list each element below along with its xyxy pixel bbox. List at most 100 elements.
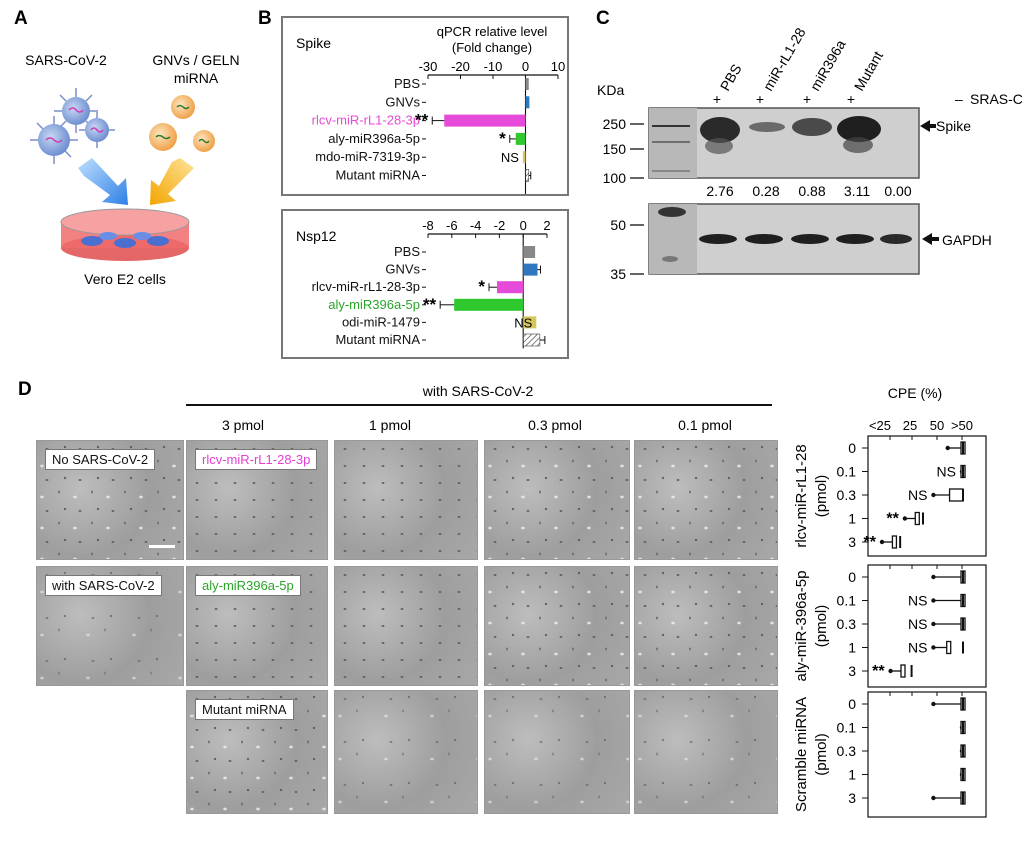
panel-a-cells-label: Vero E2 cells xyxy=(84,271,166,287)
significance-mark: * xyxy=(499,129,506,148)
x-tick-label: 10 xyxy=(551,59,565,74)
dose-label: 0.3 xyxy=(837,743,857,759)
x-tick-label: 0 xyxy=(522,59,529,74)
cpe-group-unit: (pmol) xyxy=(813,733,830,776)
nsp12-frame xyxy=(281,209,569,359)
cpe-box xyxy=(900,664,906,678)
category-label: Mutant miRNA xyxy=(335,168,420,183)
dose-label: 0 xyxy=(848,696,856,712)
cpe-min-point xyxy=(931,492,936,498)
category-label: aly-miR396a-5p xyxy=(328,297,420,312)
dose-label: 1 xyxy=(848,640,856,656)
x-tick-label: -8 xyxy=(422,218,434,233)
kda-marker-label: 35 xyxy=(610,266,626,282)
cpe-group-name: Scramble miRNA xyxy=(793,697,810,812)
kda-marker-label: 100 xyxy=(603,170,627,186)
dose-label: 0 xyxy=(848,569,856,585)
scale-bar xyxy=(149,545,175,548)
cpe-min-point xyxy=(945,445,950,451)
cpe-min-point xyxy=(931,621,936,627)
cpe-significance: ** xyxy=(886,511,899,528)
panel-b-letter: B xyxy=(258,8,272,29)
spike-title: Spike xyxy=(296,35,331,51)
micrograph-with-virus: with SARS-CoV-2 xyxy=(36,566,184,686)
micrograph-rl-01pmol xyxy=(634,440,778,560)
band-quant-value: 0.28 xyxy=(752,183,779,199)
cpe-tick-label: <25 xyxy=(869,418,891,433)
col-label-01pmol: 0.1 pmol xyxy=(678,417,732,433)
x-tick-label: -2 xyxy=(494,218,506,233)
nsp12-title: Nsp12 xyxy=(296,228,337,244)
cpe-box xyxy=(891,535,898,549)
cpe-min-point xyxy=(931,574,936,580)
significance-mark: * xyxy=(478,277,485,296)
panel-a-virus-label: SARS-CoV-2 xyxy=(25,52,107,68)
category-label: PBS xyxy=(394,76,420,91)
panel-a-gnv-label-1: GNVs / GELN xyxy=(152,52,239,68)
cpe-group-frame xyxy=(867,564,987,688)
lane-label: miR396a xyxy=(807,37,849,94)
micrograph-label: with SARS-CoV-2 xyxy=(45,575,162,596)
cpe-min-point xyxy=(931,795,936,801)
cpe-significance: ** xyxy=(864,534,877,551)
dose-label: 3 xyxy=(848,663,856,679)
micrograph-rl-1pmol xyxy=(334,440,478,560)
virus-minus-sign: – xyxy=(955,91,963,107)
lane-label: PBS xyxy=(717,61,745,93)
x-tick-label: 2 xyxy=(543,218,550,233)
micrograph-mutant-03pmol xyxy=(484,690,630,814)
col-label-1pmol: 1 pmol xyxy=(369,417,411,433)
lane-labels: +PBS+miR-rL1-28+miR396a+Mutant xyxy=(713,25,886,107)
lane-plus-sign: + xyxy=(713,91,721,107)
spike-axis-title-2: (Fold change) xyxy=(452,40,532,55)
micrograph-no-virus: No SARS-CoV-2 xyxy=(36,440,184,560)
micrograph-label: rlcv-miR-rL1-28-3p xyxy=(195,449,318,470)
micrograph-mutant-3pmol: Mutant miRNA xyxy=(186,690,328,814)
category-label: rlcv-miR-rL1-28-3p xyxy=(312,113,420,128)
quant-values: 2.76 0.28 0.88 3.11 0.00 xyxy=(706,183,911,199)
gnv-particles-icon xyxy=(149,95,215,152)
significance-mark: ** xyxy=(423,295,437,314)
cpe-group-unit: (pmol) xyxy=(813,605,830,648)
dose-label: 0.3 xyxy=(837,616,857,632)
x-tick-label: -10 xyxy=(484,59,503,74)
micrograph-rl-03pmol xyxy=(484,440,630,560)
spike-blot xyxy=(648,107,920,179)
gapdh-blot xyxy=(648,203,920,275)
cpe-box xyxy=(946,640,952,655)
kda-marker-label: 50 xyxy=(610,217,626,233)
dose-label: 0.1 xyxy=(837,464,857,480)
micrograph-label: aly-miR396a-5p xyxy=(195,575,301,596)
micrograph-label: No SARS-CoV-2 xyxy=(45,449,156,470)
col-label-3pmol: 3 pmol xyxy=(222,417,264,433)
marker-ladder-bottom: 50 35 xyxy=(610,217,644,282)
orange-arrow-icon xyxy=(150,158,194,205)
spike-arrow-icon xyxy=(920,120,936,132)
kda-marker-label: 250 xyxy=(603,116,627,132)
cpe-min-point xyxy=(902,516,908,521)
x-tick-label: -4 xyxy=(470,218,482,233)
gapdh-arrow-icon xyxy=(922,233,939,245)
cpe-significance: NS xyxy=(908,487,927,503)
lane-label: Mutant xyxy=(851,48,886,93)
significance-mark: NS xyxy=(514,315,532,330)
category-label: GNVs xyxy=(385,94,420,109)
dose-label: 3 xyxy=(848,534,856,550)
lane-plus-sign: + xyxy=(803,91,811,107)
dose-label: 1 xyxy=(848,511,856,527)
cpe-significance: ** xyxy=(872,663,885,680)
cpe-significance: NS xyxy=(908,640,927,656)
lane-plus-sign: + xyxy=(847,91,855,107)
category-label: rlcv-miR-rL1-28-3p xyxy=(312,279,420,294)
virus-particles-icon xyxy=(30,88,115,164)
bar xyxy=(444,114,526,127)
cpe-min-point xyxy=(931,701,936,707)
kda-label: KDa xyxy=(597,82,624,98)
cpe-box xyxy=(948,488,964,502)
cpe-min-point xyxy=(931,598,936,603)
significance-mark: ** xyxy=(415,111,429,130)
category-label: aly-miR396a-5p xyxy=(328,131,420,146)
micrograph-aly-01pmol xyxy=(634,566,778,686)
category-label: PBS xyxy=(394,244,420,259)
cpe-tick-label: 25 xyxy=(903,418,917,433)
